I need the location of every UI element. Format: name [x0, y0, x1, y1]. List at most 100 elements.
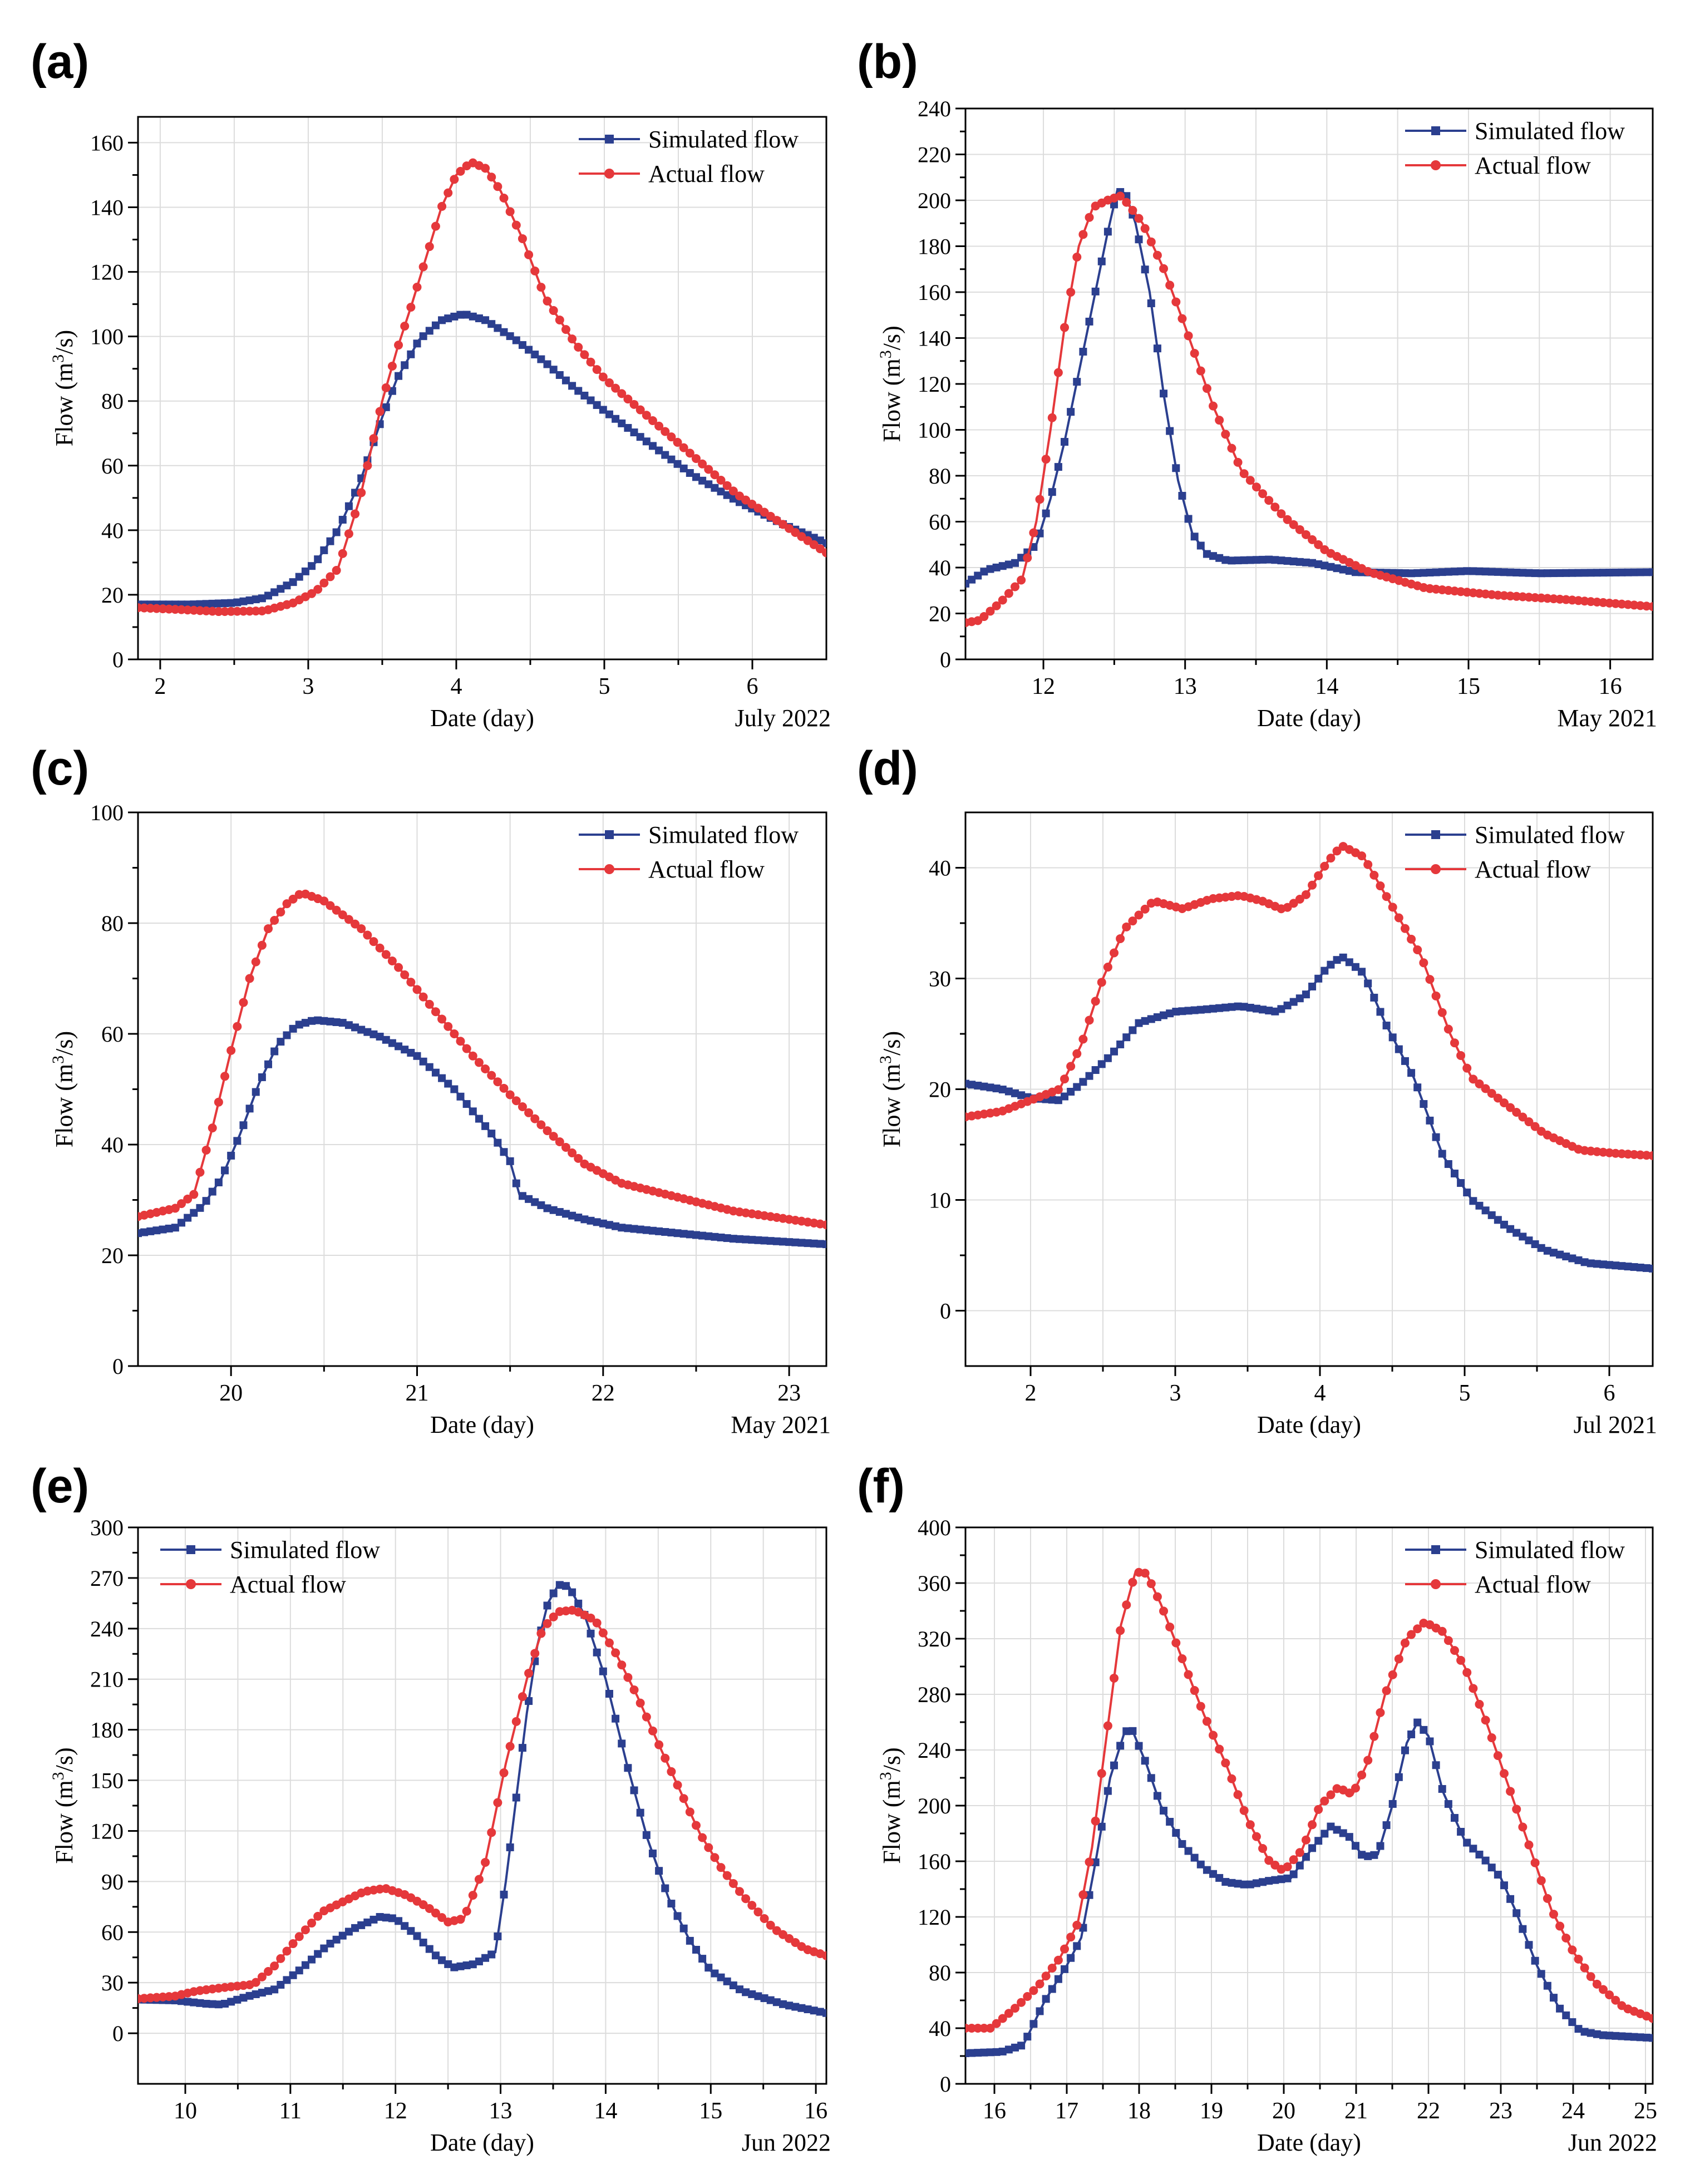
data-point — [511, 1717, 521, 1726]
data-point — [462, 1961, 471, 1970]
data-point — [1048, 488, 1056, 496]
data-point — [1041, 1971, 1051, 1981]
data-point — [1457, 1179, 1465, 1187]
data-point — [785, 1238, 794, 1246]
data-point — [1128, 916, 1137, 926]
data-point — [992, 601, 1001, 610]
data-point — [289, 578, 297, 586]
data-point — [413, 1932, 421, 1940]
data-point — [568, 1148, 577, 1157]
y-tick-label: 140 — [90, 195, 124, 220]
data-point — [593, 401, 601, 409]
data-point — [1568, 1254, 1576, 1263]
data-point — [506, 332, 514, 341]
data-point — [1370, 1851, 1378, 1859]
data-point — [221, 1999, 229, 2008]
data-point — [1443, 1024, 1453, 1034]
data-point — [679, 1794, 688, 1803]
data-point — [1481, 1715, 1490, 1725]
data-point — [190, 1209, 198, 1217]
data-point — [561, 1210, 570, 1218]
data-point — [692, 473, 700, 481]
data-point — [276, 908, 285, 917]
data-point — [202, 2000, 210, 2008]
data-point — [992, 1084, 1001, 1093]
data-point — [1642, 568, 1650, 576]
data-point — [239, 597, 248, 605]
series-actual — [965, 191, 1653, 627]
data-point — [381, 383, 391, 392]
data-point — [431, 1951, 440, 1960]
data-point — [605, 1221, 613, 1229]
data-point — [1061, 438, 1069, 446]
data-point — [1215, 1744, 1224, 1754]
data-point — [1041, 455, 1051, 464]
data-point — [1642, 2033, 1650, 2042]
data-point — [1624, 2033, 1632, 2041]
data-point — [661, 427, 670, 436]
data-point — [1240, 556, 1248, 564]
data-point — [636, 1808, 644, 1817]
data-point — [568, 334, 577, 344]
data-point — [1642, 1264, 1650, 1272]
data-point — [1339, 953, 1347, 962]
series-line — [138, 160, 826, 613]
data-point — [1085, 1857, 1094, 1867]
y-tick-label: 200 — [918, 188, 951, 213]
data-point — [277, 1980, 285, 1989]
data-point — [1574, 2025, 1583, 2033]
data-point — [1160, 1807, 1168, 1815]
y-tick-label: 40 — [101, 518, 124, 543]
data-point — [1103, 963, 1112, 972]
data-point — [1061, 1965, 1069, 1973]
data-point — [1413, 569, 1422, 577]
data-point — [258, 1073, 266, 1081]
data-point — [1420, 569, 1428, 577]
data-point — [630, 1786, 638, 1794]
data-point — [1369, 870, 1379, 880]
y-axis-label: Flow (m3/s) — [876, 326, 905, 442]
data-point — [159, 1225, 167, 1234]
data-point — [499, 1768, 509, 1778]
data-point — [282, 1946, 292, 1956]
data-point — [1023, 2033, 1032, 2041]
data-point — [326, 1939, 334, 1948]
data-point — [1475, 1201, 1484, 1210]
data-point — [233, 1995, 242, 2004]
data-point — [178, 1219, 186, 1227]
data-point — [1407, 934, 1416, 944]
y-tick-label: 80 — [101, 911, 124, 936]
data-point — [1524, 1840, 1534, 1850]
data-point — [387, 956, 397, 965]
data-point — [661, 1753, 670, 1763]
data-point — [307, 589, 317, 598]
data-point — [425, 1945, 433, 1953]
data-point — [395, 1042, 403, 1051]
y-tick-label: 80 — [101, 389, 124, 414]
data-point — [729, 1981, 737, 1990]
data-point — [499, 194, 509, 203]
data-point — [711, 1232, 719, 1241]
data-point — [1531, 1240, 1539, 1249]
data-point — [754, 1236, 762, 1244]
data-point — [332, 566, 341, 575]
data-point — [401, 1922, 409, 1930]
data-point — [623, 1673, 633, 1682]
data-point — [748, 1990, 756, 1998]
data-point — [979, 2024, 989, 2033]
data-point — [568, 1211, 577, 1220]
data-point — [1128, 206, 1137, 215]
data-point — [797, 2004, 806, 2012]
data-point — [604, 1638, 614, 1648]
data-point — [1525, 1236, 1533, 1245]
data-point — [494, 1932, 502, 1940]
data-point — [252, 1990, 260, 1998]
y-tick-label: 100 — [918, 418, 951, 443]
y-axis-label: Flow (m3/s) — [876, 1031, 905, 1147]
data-point — [1419, 958, 1428, 968]
data-point — [698, 1231, 707, 1240]
data-point — [456, 1962, 465, 1970]
data-point — [1612, 568, 1620, 576]
series-simulated — [965, 188, 1653, 588]
data-point — [1519, 1925, 1527, 1933]
